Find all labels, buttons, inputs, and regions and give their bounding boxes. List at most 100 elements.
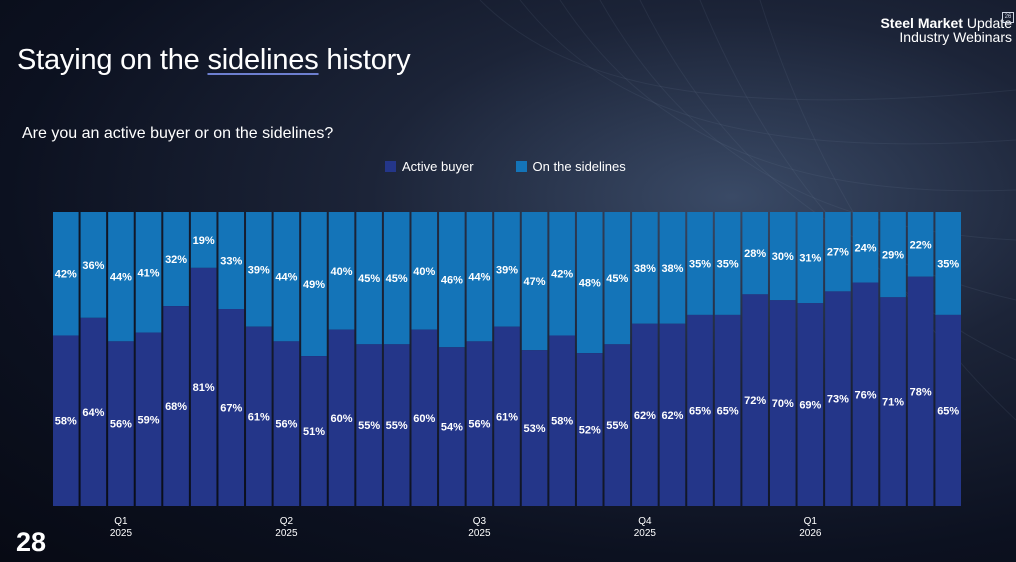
data-label-active-9: 51%: [303, 426, 325, 438]
x-tick-label-4-year: 2026: [799, 528, 822, 539]
data-label-sidelines-8: 44%: [275, 272, 297, 284]
data-label-active-31: 78%: [910, 386, 932, 398]
bar-active-29: [852, 282, 879, 506]
bar-sidelines-25: [742, 212, 768, 295]
bar-active-7: [246, 326, 272, 506]
bar-sidelines-22: [659, 212, 686, 324]
data-label-sidelines-30: 29%: [882, 250, 904, 262]
data-label-active-13: 60%: [413, 413, 435, 425]
bar-active-16: [494, 326, 520, 506]
data-label-sidelines-16: 39%: [496, 264, 518, 276]
data-label-sidelines-9: 49%: [303, 279, 325, 291]
logo-badge-icon: 26: [1002, 12, 1014, 23]
data-label-sidelines-27: 31%: [799, 253, 821, 265]
bar-active-19: [576, 353, 603, 506]
x-tick-label-3-year: 2025: [634, 528, 657, 539]
title-underlined-word: sidelines: [207, 44, 319, 76]
bar-sidelines-0: [53, 212, 79, 336]
bar-sidelines-4: [163, 212, 189, 307]
data-label-sidelines-18: 42%: [551, 269, 573, 281]
bar-active-30: [880, 297, 906, 506]
x-tick-label-0-year: 2025: [110, 528, 133, 539]
bar-sidelines-17: [521, 212, 548, 351]
bar-active-8: [273, 341, 300, 506]
bar-sidelines-10: [328, 212, 355, 330]
bar-active-24: [714, 314, 741, 506]
data-label-active-24: 65%: [717, 405, 739, 417]
bar-active-28: [825, 291, 851, 506]
bar-active-0: [53, 335, 79, 506]
bar-sidelines-15: [466, 212, 493, 342]
bar-active-1: [80, 317, 107, 506]
data-label-active-27: 69%: [799, 400, 821, 412]
data-label-sidelines-24: 35%: [717, 258, 739, 270]
bar-sidelines-5: [190, 212, 217, 268]
bar-sidelines-9: [301, 212, 327, 357]
data-label-sidelines-12: 45%: [386, 273, 408, 285]
data-label-active-15: 56%: [468, 419, 490, 431]
data-label-sidelines-0: 42%: [55, 269, 77, 281]
data-label-active-21: 62%: [634, 410, 656, 422]
data-label-active-23: 65%: [689, 405, 711, 417]
data-label-active-3: 59%: [137, 414, 159, 426]
x-tick-label-4-quarter: Q1: [804, 516, 818, 527]
data-label-sidelines-22: 38%: [661, 263, 683, 275]
bar-sidelines-21: [632, 212, 658, 324]
data-label-active-16: 61%: [496, 411, 518, 423]
bar-active-9: [301, 356, 327, 506]
bar-active-2: [108, 341, 134, 506]
bar-active-26: [769, 300, 796, 506]
bar-sidelines-13: [411, 212, 438, 330]
bar-sidelines-14: [439, 212, 465, 348]
data-label-sidelines-21: 38%: [634, 263, 656, 275]
bar-active-23: [687, 314, 713, 506]
bar-active-25: [742, 294, 768, 506]
bar-sidelines-7: [246, 212, 272, 327]
legend-label-active: Active buyer: [402, 159, 474, 174]
bar-active-15: [466, 341, 493, 506]
bar-active-22: [659, 323, 686, 506]
bar-sidelines-8: [273, 212, 300, 342]
data-label-sidelines-7: 39%: [248, 264, 270, 276]
data-label-active-29: 76%: [854, 389, 876, 401]
legend-label-sidelines: On the sidelines: [532, 159, 626, 174]
data-label-active-1: 64%: [82, 407, 104, 419]
data-label-sidelines-28: 27%: [827, 247, 849, 259]
data-label-active-12: 55%: [386, 420, 408, 432]
data-label-active-6: 67%: [220, 403, 242, 415]
data-label-active-5: 81%: [193, 382, 215, 394]
bar-active-5: [190, 267, 217, 506]
data-label-sidelines-31: 22%: [910, 239, 932, 251]
bar-sidelines-28: [825, 212, 851, 292]
legend-swatch-sidelines: [515, 161, 527, 172]
x-tick-label-2-year: 2025: [468, 528, 491, 539]
page-title: Staying on the sidelines history: [17, 44, 411, 76]
bar-sidelines-11: [356, 212, 382, 345]
bar-sidelines-2: [108, 212, 134, 342]
bar-active-13: [411, 329, 438, 506]
legend-item-active: Active buyer: [385, 159, 474, 174]
bar-sidelines-24: [714, 212, 741, 315]
bar-active-18: [549, 335, 575, 506]
data-label-sidelines-20: 45%: [606, 273, 628, 285]
chart-legend: Active buyer On the sidelines: [385, 159, 626, 174]
data-label-active-25: 72%: [744, 395, 766, 407]
data-label-sidelines-1: 36%: [82, 260, 104, 272]
data-label-sidelines-19: 48%: [579, 278, 601, 290]
x-tick-label-2-quarter: Q3: [473, 516, 487, 527]
data-label-active-19: 52%: [579, 425, 601, 437]
legend-item-sidelines: On the sidelines: [515, 159, 626, 174]
legend-swatch-active: [385, 161, 396, 172]
bar-active-32: [935, 314, 961, 506]
data-label-sidelines-14: 46%: [441, 275, 463, 287]
data-label-sidelines-26: 30%: [772, 251, 794, 263]
data-label-sidelines-32: 35%: [937, 258, 959, 270]
bar-sidelines-3: [135, 212, 162, 333]
data-label-active-4: 68%: [165, 401, 187, 413]
data-label-active-20: 55%: [606, 420, 628, 432]
data-label-active-26: 70%: [772, 398, 794, 410]
x-tick-label-1-year: 2025: [275, 528, 298, 539]
bar-active-6: [218, 309, 245, 506]
x-tick-label-1-quarter: Q2: [280, 516, 294, 527]
bar-active-27: [797, 303, 824, 506]
